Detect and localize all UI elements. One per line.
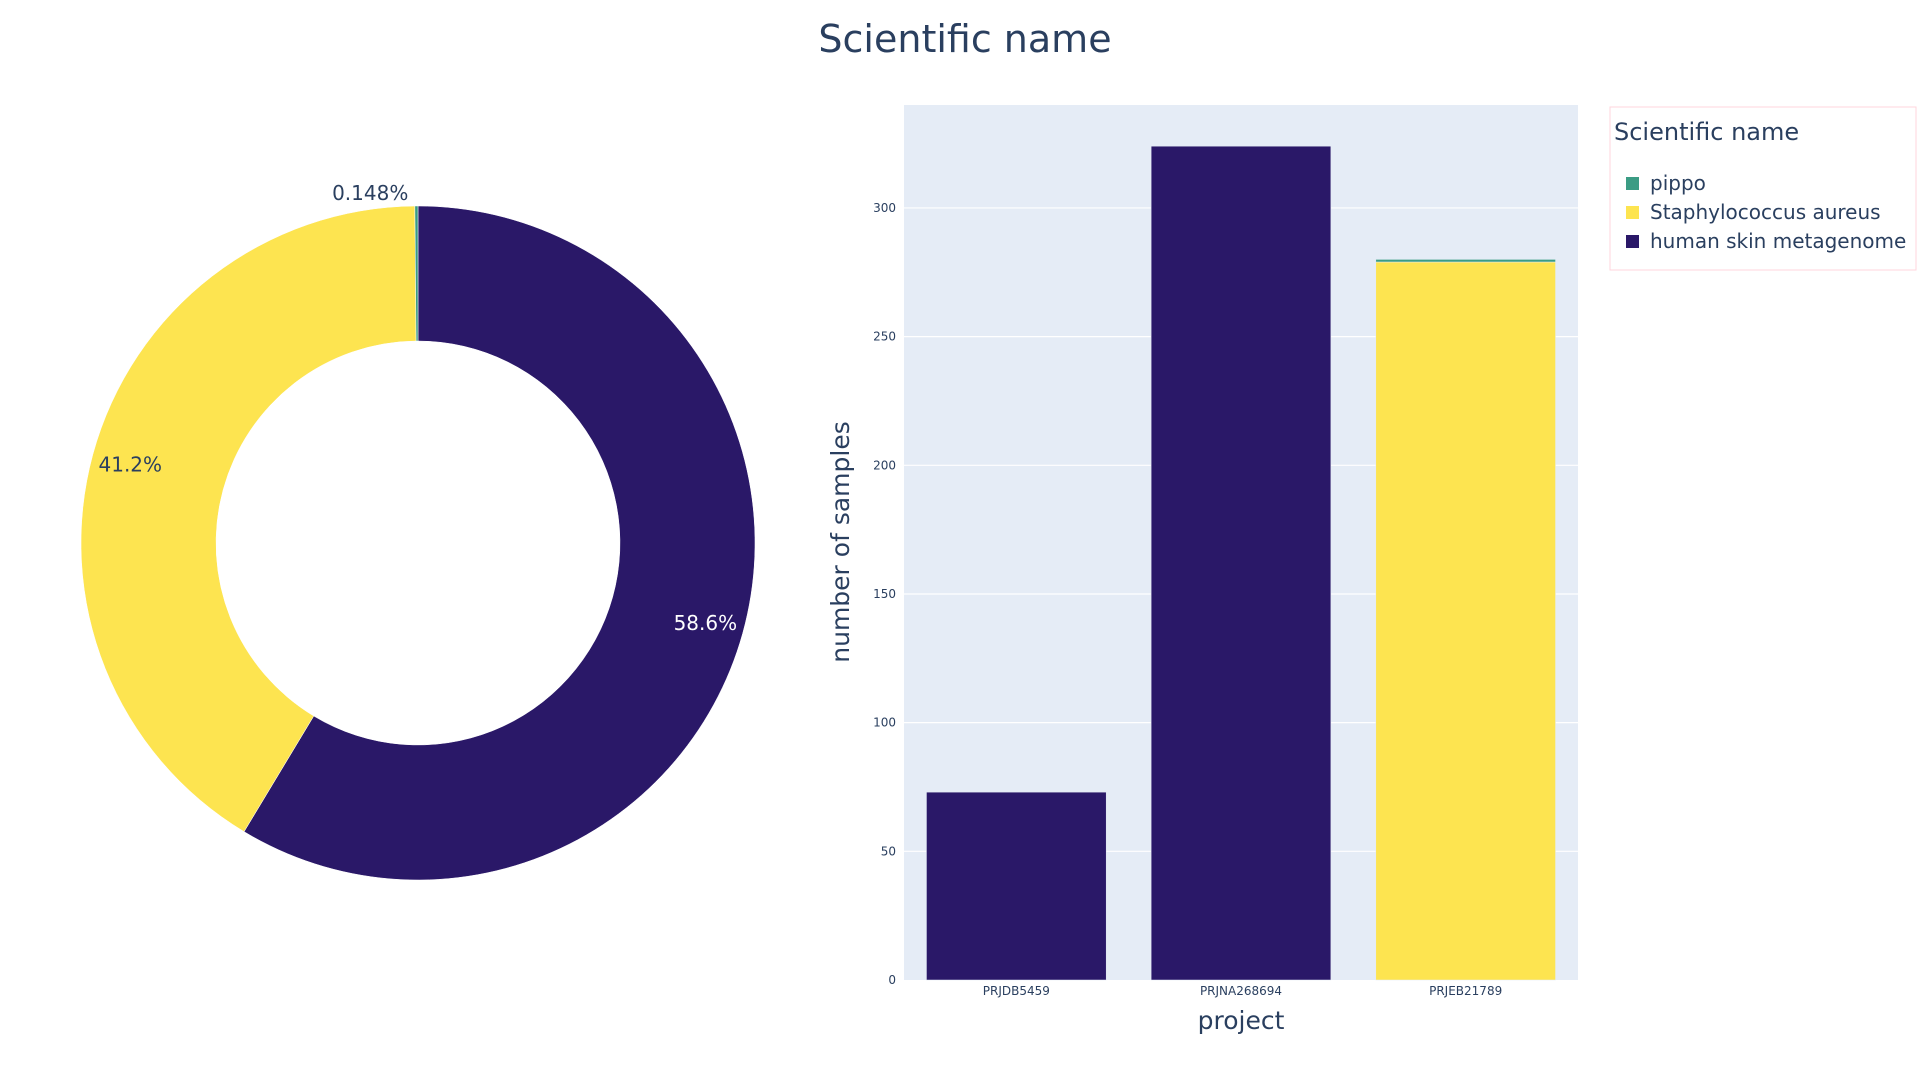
legend-items: pippo Staphylococcus aureus human skin met… bbox=[1626, 171, 1906, 253]
legend-swatch bbox=[1626, 206, 1639, 219]
donut-value-label: 0.148% bbox=[332, 181, 408, 205]
legend-item-label: human skin metagenome bbox=[1650, 229, 1906, 253]
y-tick-label: 0 bbox=[888, 973, 896, 987]
legend-box bbox=[1609, 106, 1917, 271]
y-tick-labels: 0 50 100 150 200 250 300 bbox=[873, 201, 896, 987]
y-tick-label: 150 bbox=[873, 587, 896, 601]
legend-item-label: pippo bbox=[1650, 171, 1706, 195]
donut-value-label: 58.6% bbox=[674, 611, 738, 635]
y-tick-label: 300 bbox=[873, 201, 896, 215]
legend-swatch bbox=[1626, 235, 1639, 248]
bar-segment bbox=[1375, 259, 1556, 263]
legend-swatch bbox=[1626, 177, 1639, 190]
y-tick-label: 50 bbox=[881, 844, 896, 858]
bar-segment bbox=[926, 791, 1107, 981]
x-tick-labels: PRJDB5459 PRJNA268694 PRJEB21789 bbox=[983, 984, 1502, 998]
donut-slice bbox=[414, 205, 419, 342]
bars bbox=[926, 145, 1556, 981]
donut-value-label: 41.2% bbox=[99, 452, 163, 476]
legend-title: Scientific name bbox=[1614, 118, 1799, 146]
y-tick-label: 100 bbox=[873, 716, 896, 730]
x-tick-label: PRJEB21789 bbox=[1429, 984, 1502, 998]
donut-chart: 58.6% 41.2% 0.148% bbox=[80, 181, 756, 881]
y-axis-label: number of samples bbox=[826, 421, 855, 662]
chart-title: Scientific name bbox=[818, 17, 1111, 61]
legend: Scientific name pippo Staphylococcus aure… bbox=[1609, 106, 1917, 271]
x-tick-label: PRJDB5459 bbox=[983, 984, 1050, 998]
bar-segment bbox=[1375, 261, 1556, 981]
y-tick-label: 200 bbox=[873, 458, 896, 472]
y-tick-label: 250 bbox=[873, 330, 896, 344]
donut-slice bbox=[80, 205, 417, 832]
legend-item-label: Staphylococcus aureus bbox=[1650, 200, 1881, 224]
x-tick-label: PRJNA268694 bbox=[1200, 984, 1282, 998]
bar-segment bbox=[1150, 145, 1332, 981]
x-axis-label: project bbox=[1198, 1006, 1285, 1035]
donut-slice bbox=[243, 205, 756, 881]
